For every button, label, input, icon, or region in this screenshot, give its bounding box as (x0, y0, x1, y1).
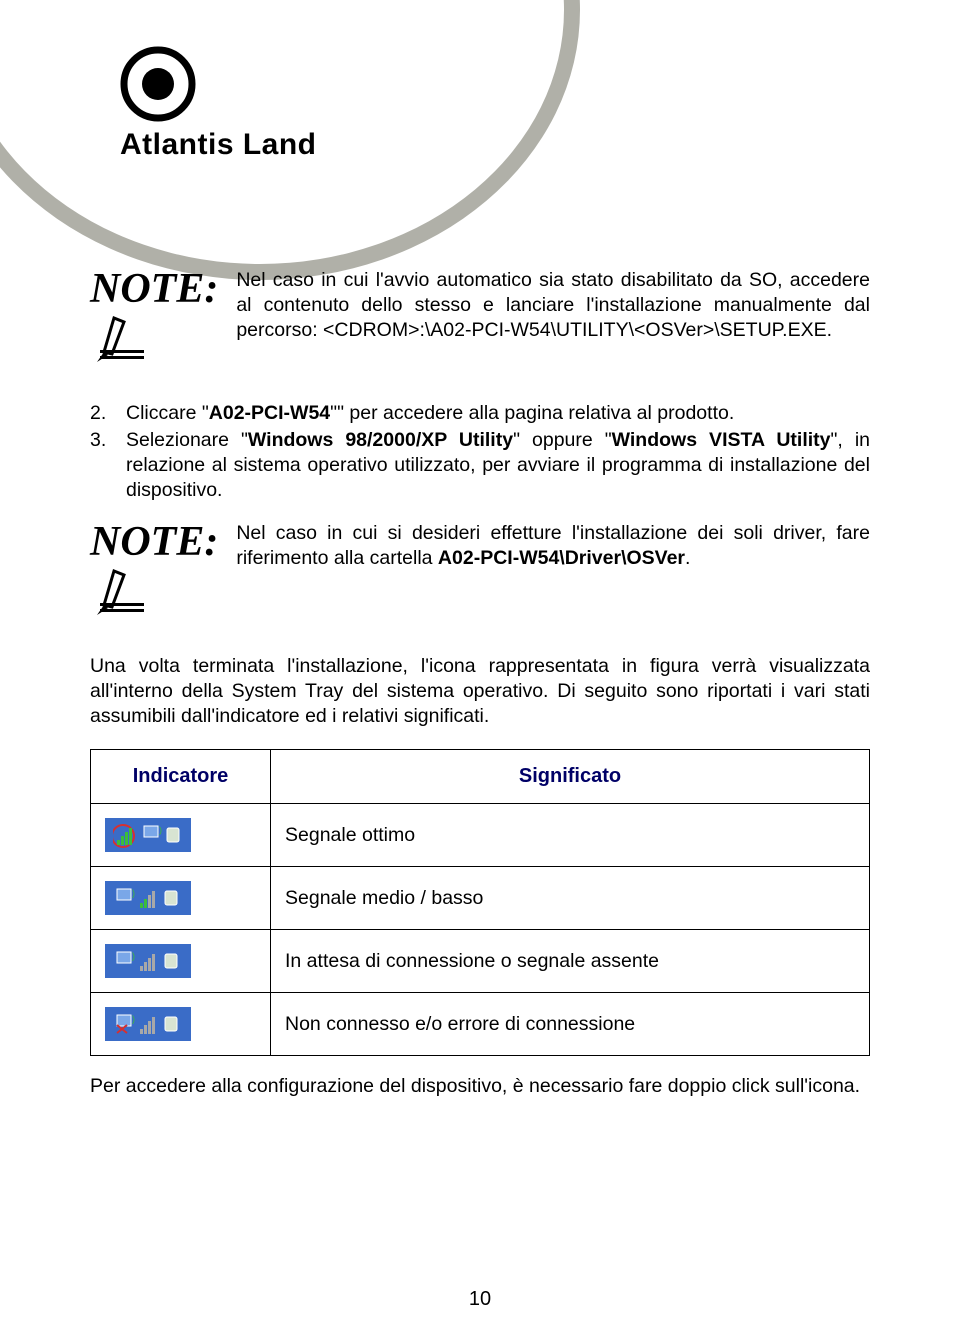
table-row: ) Segnale medio / basso (91, 867, 870, 930)
indicator-cell: ) (91, 867, 271, 930)
meaning-cell: Non connesso e/o errore di connessione (271, 993, 870, 1056)
screen-icon: ) (115, 1013, 135, 1035)
table-header: Significato (271, 749, 870, 804)
svg-text:): ) (159, 825, 162, 835)
note-1-span: Nel caso in cui l'avvio automatico sia s… (236, 269, 870, 341)
screen-icon: ) (115, 887, 135, 909)
note-2-text: Nel caso in cui si desideri effetture l'… (236, 521, 870, 626)
text-frag: "" per accedere alla pagina relativa al … (330, 402, 734, 424)
card-icon (163, 950, 181, 972)
list-item: 2. Cliccare "A02-PCI-W54"" per accedere … (90, 401, 870, 426)
svg-text:): ) (132, 1014, 135, 1024)
svg-text:): ) (132, 888, 135, 898)
signal-table: Indicatore Significato ) (90, 749, 870, 1057)
signal-bars-icon (138, 887, 160, 909)
text-frag: Selezionare " (126, 429, 248, 451)
tray-icon: ) (105, 1007, 191, 1041)
table-header: Indicatore (91, 749, 271, 804)
text-frag: . (685, 547, 690, 569)
meaning-cell: In attesa di connessione o segnale assen… (271, 930, 870, 993)
note-1-text: Nel caso in cui l'avvio automatico sia s… (236, 268, 870, 373)
paragraph-access: Per accedere alla configurazione del dis… (90, 1074, 870, 1099)
text-bold: Windows 98/2000/XP Utility (248, 429, 513, 451)
tray-icon: ) (105, 818, 191, 852)
signal-bars-icon (138, 1013, 160, 1035)
note-label: NOTE: (90, 521, 218, 563)
list-number: 3. (90, 428, 112, 503)
indicator-cell: ) (91, 993, 271, 1056)
list-item: 3. Selezionare "Windows 98/2000/XP Utili… (90, 428, 870, 503)
text-frag: Cliccare " (126, 402, 209, 424)
signal-bars-icon (113, 822, 139, 848)
table-header-row: Indicatore Significato (91, 749, 870, 804)
page-number: 10 (0, 1288, 960, 1311)
meaning-cell: Segnale ottimo (271, 804, 870, 867)
table-row: ) Non connesso e/o errore di con (91, 993, 870, 1056)
card-icon (163, 1013, 181, 1035)
note-block-2: NOTE: Nel caso in cui si desideri effett… (90, 521, 870, 626)
card-icon (163, 887, 181, 909)
write-icon (90, 567, 154, 619)
brand-logo-icon (120, 46, 196, 122)
note-label: NOTE: (90, 268, 218, 310)
list-body-2: Cliccare "A02-PCI-W54"" per accedere all… (126, 401, 870, 426)
list-body-3: Selezionare "Windows 98/2000/XP Utility"… (126, 428, 870, 503)
table-row: ) Segnale ottimo (91, 804, 870, 867)
meaning-cell: Segnale medio / basso (271, 867, 870, 930)
write-icon (90, 314, 154, 366)
tray-icon: ) (105, 944, 191, 978)
paragraph-tray: Una volta terminata l'installazione, l'i… (90, 654, 870, 729)
brand-logo: Atlantis Land (120, 46, 317, 162)
screen-icon: ) (115, 950, 135, 972)
table-row: ) In attesa di connessione o segnale ass… (91, 930, 870, 993)
indicator-cell: ) (91, 930, 271, 993)
tray-icon: ) (105, 881, 191, 915)
text-bold: A02-PCI-W54\Driver\OSVer (438, 547, 685, 569)
steps-list: 2. Cliccare "A02-PCI-W54"" per accedere … (90, 401, 870, 503)
text-frag: " oppure " (513, 429, 612, 451)
note-block-1: NOTE: Nel caso in cui l'avvio automatico… (90, 268, 870, 373)
indicator-cell: ) (91, 804, 271, 867)
card-icon (165, 824, 183, 846)
svg-text:): ) (132, 951, 135, 961)
text-bold: Windows VISTA Utility (612, 429, 831, 451)
brand-name: Atlantis Land (120, 128, 317, 162)
signal-bars-icon (138, 950, 160, 972)
text-bold: A02-PCI-W54 (209, 402, 330, 424)
list-number: 2. (90, 401, 112, 426)
screen-icon: ) (142, 824, 162, 846)
